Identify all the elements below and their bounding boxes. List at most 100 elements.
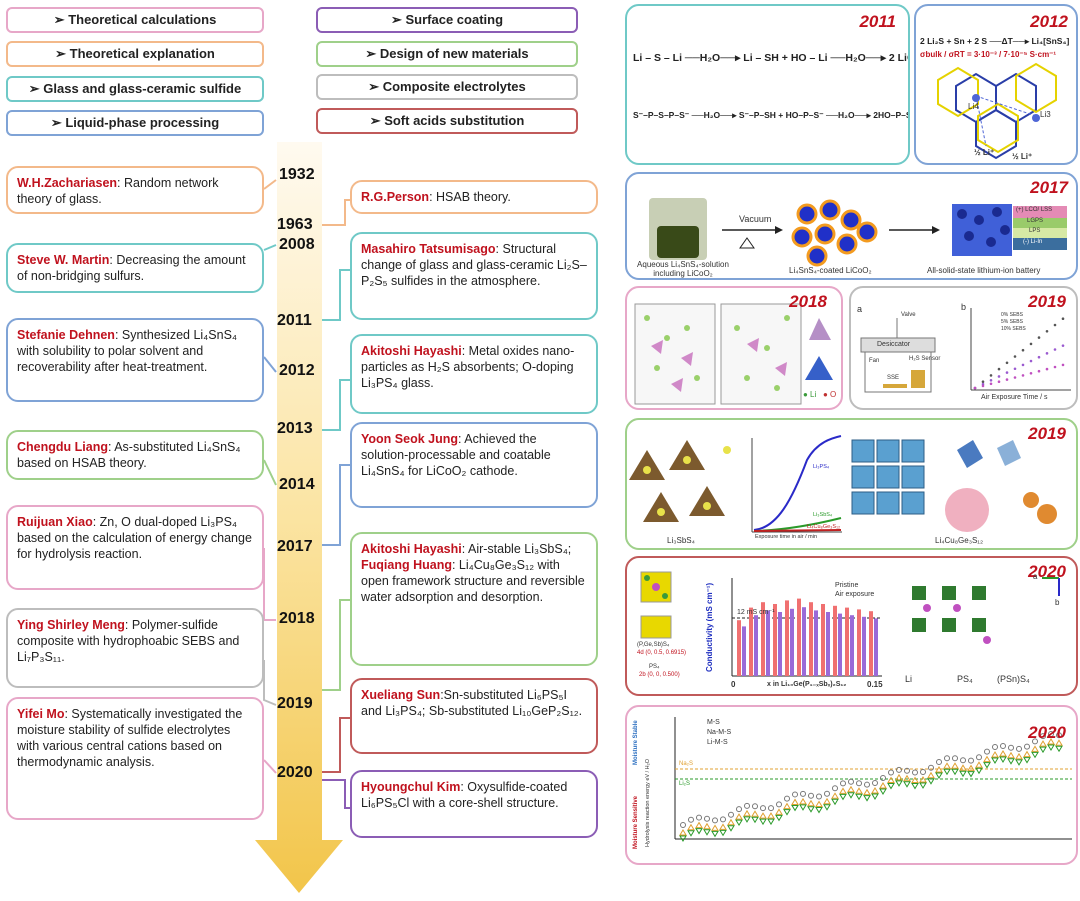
y-axis-label: Conductivity (mS cm⁻¹) xyxy=(705,582,714,672)
sebs-point xyxy=(1053,323,1057,327)
li-m-s-point xyxy=(727,825,735,832)
site2-label: PS₄ xyxy=(649,664,660,670)
vacuum-label: Vacuum xyxy=(739,214,772,224)
sebs-point xyxy=(1013,376,1017,379)
sebs-point xyxy=(1053,348,1057,351)
ref-na2s: Na₂S xyxy=(679,761,694,767)
na-m-s-point xyxy=(775,808,783,815)
li-m-s-point xyxy=(919,782,927,789)
na-m-s-point xyxy=(703,822,711,830)
sebs-point xyxy=(997,367,1001,371)
m-s-point xyxy=(808,792,814,799)
sebs-point xyxy=(1005,378,1009,381)
panel-2012: 2012 2 Li₂S + Sn + 2 S ──ΔT──▸ Li₄[SnS₄]… xyxy=(914,4,1078,165)
stack-layer-1: (+) LCO/ LSS xyxy=(1016,207,1053,213)
na-m-s-point xyxy=(879,782,887,789)
card-person: R.G.Person: HSAB theory. xyxy=(350,180,598,214)
year-2014: 2014 xyxy=(279,476,315,493)
sebs-point xyxy=(1045,330,1049,333)
card-hayashi-2013: Akitoshi Hayashi: Metal oxides nano-part… xyxy=(350,334,598,414)
moisture-sensitive-label: Moisture Sensitive xyxy=(633,795,639,849)
m-s-point xyxy=(904,767,910,774)
reaction-equation: 2 Li₂S + Sn + 2 S ──ΔT──▸ Li₄[SnS₄] xyxy=(920,36,1070,46)
na-m-s-point xyxy=(759,812,767,819)
moisture-stable-label: Moisture Stable xyxy=(633,720,639,765)
label-li4: Li4 xyxy=(968,102,979,111)
m-s-point xyxy=(968,757,974,764)
li-m-s-point xyxy=(1031,751,1039,759)
sebs-point xyxy=(1029,342,1033,346)
li-m-s-point xyxy=(695,828,703,835)
sebs-point xyxy=(989,374,993,377)
li-m-s-point xyxy=(847,792,855,799)
m-s-point xyxy=(1048,730,1054,737)
panel-2020-stability: 2020 Moisture Stable Moisture Sensitive … xyxy=(625,705,1078,865)
na-m-s-point xyxy=(791,798,799,805)
fan-label: Fan xyxy=(869,358,880,364)
li-m-s-point xyxy=(775,814,783,822)
sebs-point xyxy=(973,386,977,390)
li-m-s-point xyxy=(783,809,791,816)
series-li3ps4: Li₃PS₄ xyxy=(813,464,830,470)
m-s-point xyxy=(712,817,718,824)
m-s-point xyxy=(720,816,726,823)
card-kim: Hyoungchul Kim: Oxysulfide-coated Li₆PS₅… xyxy=(350,770,598,838)
na-m-s-point xyxy=(1015,752,1023,760)
site1-label: (P,Ge,Sb)S₄ xyxy=(637,642,670,648)
li-m-s-point xyxy=(703,829,711,836)
sebs-point xyxy=(1037,355,1041,359)
sebs-point xyxy=(1021,374,1025,377)
li-m-s-point xyxy=(1039,746,1047,754)
framework-structure-image xyxy=(629,435,1057,533)
na-m-s-point xyxy=(719,823,727,830)
axis-b-label: b xyxy=(1055,598,1060,607)
na-m-s-point xyxy=(1023,750,1031,758)
legend-10sebs: 10% SEBS xyxy=(1001,326,1026,332)
m-s-point xyxy=(728,811,734,818)
legend-0sebs: 0% SEBS xyxy=(1001,312,1023,318)
equation-2: S⁻–P–S–P–S⁻ ──H₂O──▸ S⁻–P–SH + HO–P–S⁻ ─… xyxy=(633,110,908,120)
key-ps4: PS₄ xyxy=(957,674,973,684)
li-m-s-point xyxy=(959,770,967,778)
li-m-s-point xyxy=(903,781,911,788)
li-m-s-point xyxy=(759,818,767,826)
key-li: Li xyxy=(905,674,913,684)
li-m-s-point xyxy=(687,830,695,837)
bar-air-exposure xyxy=(802,607,806,676)
panel-2011: 2011 Li – S – Li ──H₂O──▸ Li – SH + HO –… xyxy=(625,4,910,165)
legend-5sebs: 5% SEBS xyxy=(1001,319,1023,325)
m-s-point xyxy=(864,781,870,788)
m-s-point xyxy=(1016,745,1022,752)
panel-year: 2018 xyxy=(789,292,827,311)
year-2017: 2017 xyxy=(277,538,313,555)
bar-pristine xyxy=(797,598,801,676)
na-m-s-point xyxy=(991,751,999,758)
m-s-point xyxy=(680,822,686,828)
na-m-s-point xyxy=(999,750,1007,757)
sebs-point xyxy=(1029,372,1033,375)
li-m-s-point xyxy=(823,804,831,811)
na-m-s-point xyxy=(1055,739,1063,746)
x-axis-label: Exposure time in air / min xyxy=(755,534,818,540)
legend-air-exposure: Air exposure xyxy=(835,591,875,598)
na-m-s-point xyxy=(711,824,719,831)
bar-air-exposure xyxy=(766,610,770,676)
panel-2017: 2017 Vacuum Aqueous Li₄SnS₄-solution inc… xyxy=(625,172,1078,280)
m-s-point xyxy=(824,790,830,797)
m-s-point xyxy=(928,764,934,771)
m-s-point xyxy=(896,766,902,773)
panel-year: 2020 xyxy=(1028,562,1066,581)
x-axis-label: Air Exposure Time / s xyxy=(981,394,1048,401)
na-m-s-point xyxy=(927,771,935,779)
legend-o: ● O xyxy=(823,390,837,399)
na-m-s-point xyxy=(815,800,823,808)
m-s-point xyxy=(832,785,838,792)
m-s-point xyxy=(776,801,782,808)
m-s-point xyxy=(1000,743,1006,750)
card-dehnen: Stefanie Dehnen: Synthesized Li₄SnS₄ wit… xyxy=(6,318,264,402)
li-m-s-point xyxy=(943,768,951,776)
sebs-point xyxy=(1005,371,1009,374)
card-meng: Ying Shirley Meng: Polymer-sulfide compo… xyxy=(6,608,264,688)
series-li4cu8ge3s12: Li₄Cu₈Ge₃S₁₂ xyxy=(807,524,841,530)
